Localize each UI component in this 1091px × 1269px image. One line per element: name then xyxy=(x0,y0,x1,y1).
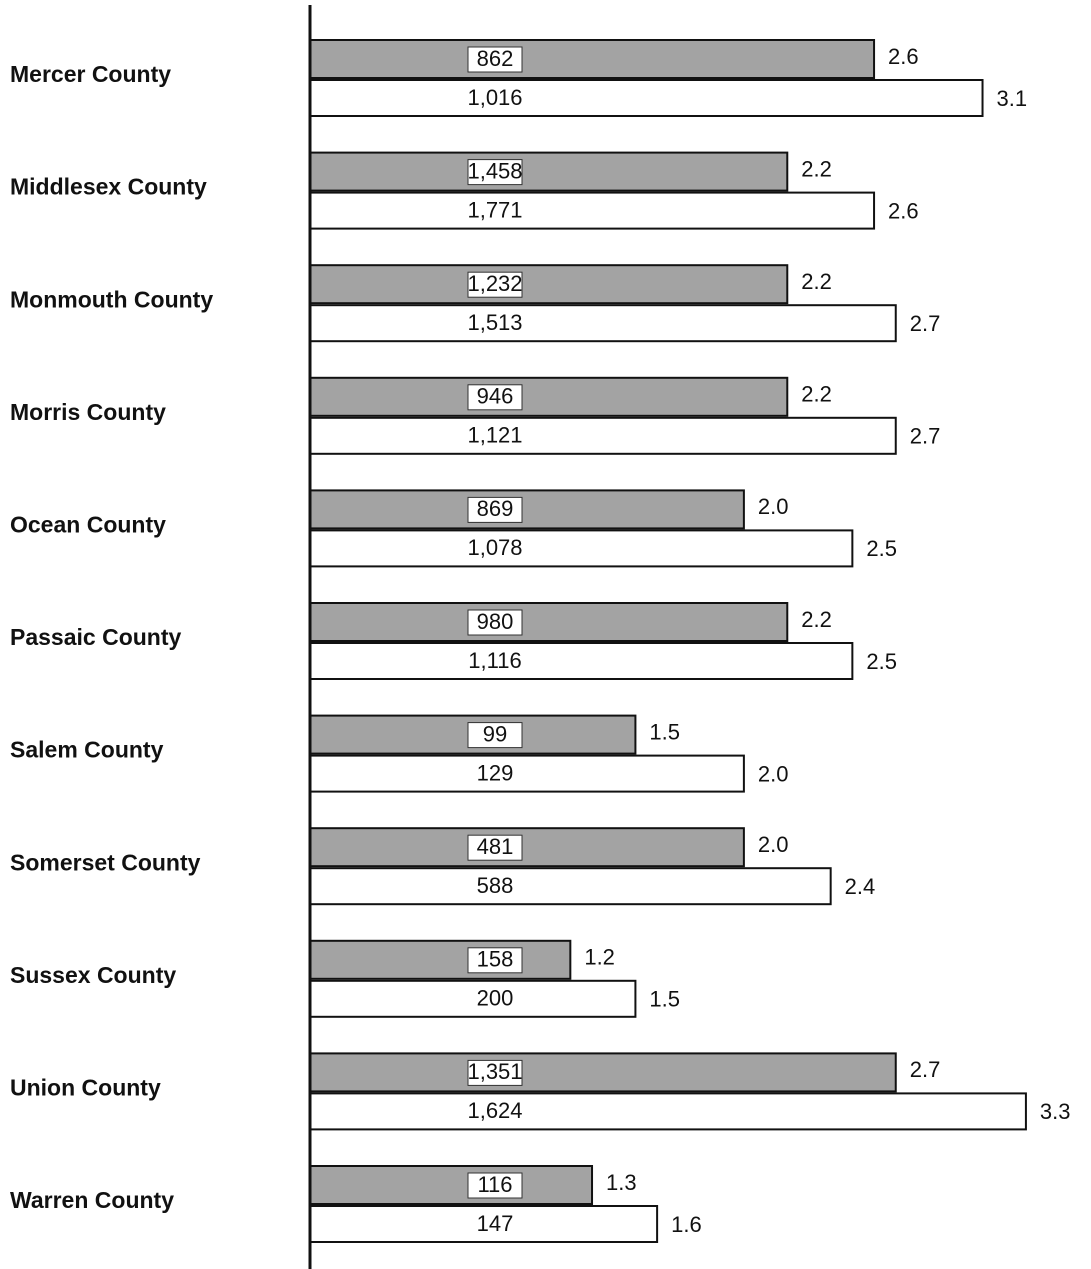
bar xyxy=(309,489,745,530)
count-label-box xyxy=(467,609,523,636)
count-label: 1,513 xyxy=(467,310,522,335)
count-label-box xyxy=(467,722,523,749)
category-label: Passaic County xyxy=(10,624,181,650)
count-label: 1,116 xyxy=(468,648,521,673)
value-label: 2.7 xyxy=(910,424,941,449)
bar xyxy=(309,1092,1027,1131)
count-label: 869 xyxy=(477,496,514,521)
count-label-box xyxy=(467,496,523,523)
count-label: 1,351 xyxy=(467,1059,522,1084)
category-label: Middlesex County xyxy=(10,174,207,200)
count-label-box xyxy=(467,46,523,73)
bar xyxy=(309,939,572,980)
value-label: 2.5 xyxy=(866,536,897,561)
bar xyxy=(309,79,984,117)
value-label: 2.6 xyxy=(888,44,919,69)
bar xyxy=(309,39,876,79)
value-label: 1.5 xyxy=(649,719,680,744)
bar xyxy=(309,191,876,230)
count-label: 1,771 xyxy=(467,197,522,222)
value-label: 1.6 xyxy=(671,1212,702,1237)
count-label: 1,078 xyxy=(467,535,522,560)
category-label: Mercer County xyxy=(10,61,171,87)
bar xyxy=(309,827,745,868)
bar xyxy=(309,304,897,343)
value-label: 2.0 xyxy=(758,494,789,519)
count-label: 946 xyxy=(477,384,514,409)
count-label: 1,121 xyxy=(467,423,522,448)
category-label: Union County xyxy=(10,1074,161,1100)
count-label: 116 xyxy=(477,1172,512,1197)
count-label: 99 xyxy=(483,721,507,746)
value-label: 2.6 xyxy=(888,198,919,223)
count-label: 158 xyxy=(477,947,514,972)
count-label: 980 xyxy=(477,609,514,634)
count-label: 129 xyxy=(477,760,514,785)
value-label: 2.7 xyxy=(910,1057,941,1082)
category-label: Morris County xyxy=(10,399,166,425)
count-label-box xyxy=(467,947,523,974)
category-label: Salem County xyxy=(10,737,164,763)
count-label: 1,624 xyxy=(467,1098,522,1123)
value-label: 1.2 xyxy=(584,945,615,970)
category-label: Ocean County xyxy=(10,511,166,537)
count-label: 1,232 xyxy=(467,271,522,296)
count-label: 481 xyxy=(477,834,514,859)
value-label: 2.2 xyxy=(801,382,832,407)
count-label-box xyxy=(467,834,523,861)
count-label-box xyxy=(467,1172,523,1199)
bar xyxy=(309,979,637,1018)
bar xyxy=(309,642,854,680)
count-label: 200 xyxy=(477,986,514,1011)
bar xyxy=(309,1165,594,1205)
bar xyxy=(309,867,832,906)
value-label: 2.7 xyxy=(910,311,941,336)
bar xyxy=(309,264,789,305)
value-label: 2.0 xyxy=(758,832,789,857)
count-label: 862 xyxy=(477,46,514,71)
bar xyxy=(309,376,789,417)
bar xyxy=(309,416,897,455)
value-label: 3.1 xyxy=(997,86,1028,111)
count-label-box xyxy=(467,384,523,411)
count-label-box xyxy=(467,1059,523,1086)
count-label: 1,016 xyxy=(467,85,522,110)
bar xyxy=(309,151,789,192)
value-label: 2.4 xyxy=(845,874,876,899)
value-label: 2.2 xyxy=(801,607,832,632)
value-label: 2.2 xyxy=(801,156,832,181)
value-label: 1.5 xyxy=(649,987,680,1012)
bar xyxy=(309,1052,897,1093)
category-label: Somerset County xyxy=(10,849,201,875)
bar xyxy=(309,602,789,642)
value-label: 2.0 xyxy=(758,761,789,786)
value-label: 2.5 xyxy=(866,649,897,674)
count-label-box xyxy=(467,271,523,298)
bar xyxy=(309,754,745,793)
value-label: 1.3 xyxy=(606,1170,637,1195)
category-label: Warren County xyxy=(10,1187,174,1213)
bar xyxy=(309,529,854,568)
count-label: 588 xyxy=(477,873,514,898)
count-label: 147 xyxy=(477,1211,514,1236)
value-label: 2.2 xyxy=(801,269,832,294)
bar xyxy=(309,1205,659,1243)
value-label: 3.3 xyxy=(1040,1099,1071,1124)
category-label: Monmouth County xyxy=(10,286,213,312)
count-label-box xyxy=(467,159,523,186)
count-label: 1,458 xyxy=(467,158,522,183)
category-label: Sussex County xyxy=(10,962,176,988)
